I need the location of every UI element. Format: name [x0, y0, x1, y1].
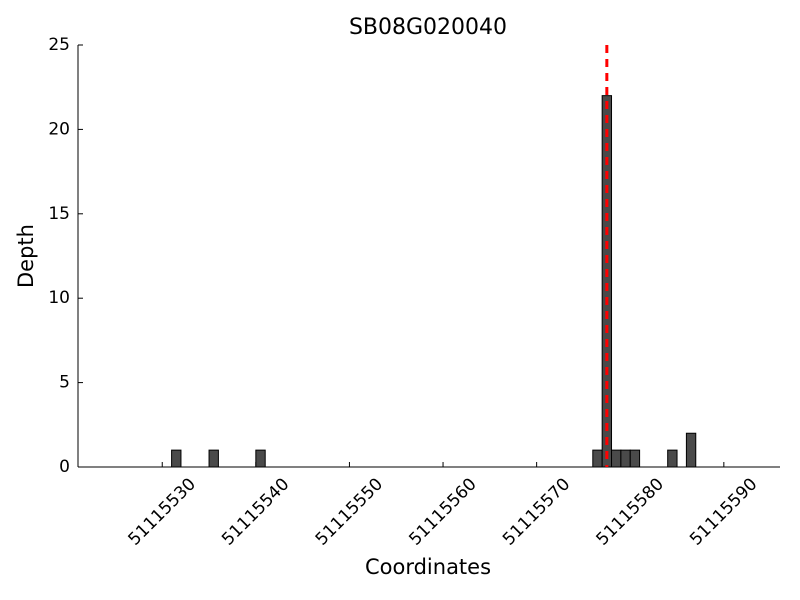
bar: [685, 432, 697, 468]
y-tick-label: 20: [48, 119, 70, 139]
x-tick-label: 51115550: [312, 474, 387, 549]
bar: [171, 449, 182, 468]
x-tick-label: 51115540: [218, 474, 293, 549]
y-tick-label: 0: [59, 457, 70, 477]
bar: [629, 449, 641, 468]
y-axis-label: Depth: [14, 224, 38, 288]
y-tick-label: 5: [59, 373, 70, 393]
chart-title: SB08G020040: [349, 15, 507, 40]
bar: [255, 449, 266, 468]
x-tick-label: 51115560: [405, 474, 480, 549]
bar: [611, 449, 622, 468]
bar: [667, 449, 678, 468]
y-tick-label: 25: [48, 35, 70, 55]
bar: [620, 449, 631, 468]
x-tick-label: 51115570: [499, 474, 574, 549]
bar: [592, 449, 603, 468]
x-tick-label: 51115590: [686, 474, 761, 549]
y-tick-label: 15: [48, 204, 70, 224]
x-tick-label: 51115580: [593, 474, 668, 549]
x-axis-label: Coordinates: [365, 555, 491, 579]
bar: [208, 449, 219, 468]
x-tick-label: 51115530: [125, 474, 200, 549]
y-tick-label: 10: [48, 288, 70, 308]
